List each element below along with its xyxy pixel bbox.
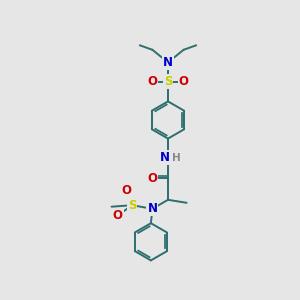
- Text: O: O: [121, 184, 131, 197]
- Text: N: N: [163, 56, 173, 69]
- Text: O: O: [112, 209, 123, 222]
- Text: O: O: [147, 75, 158, 88]
- Text: H: H: [172, 153, 181, 164]
- Text: O: O: [178, 75, 189, 88]
- Text: S: S: [128, 199, 136, 212]
- Text: N: N: [147, 202, 158, 215]
- Text: O: O: [147, 172, 158, 185]
- Text: N: N: [160, 151, 170, 164]
- Text: S: S: [164, 75, 172, 88]
